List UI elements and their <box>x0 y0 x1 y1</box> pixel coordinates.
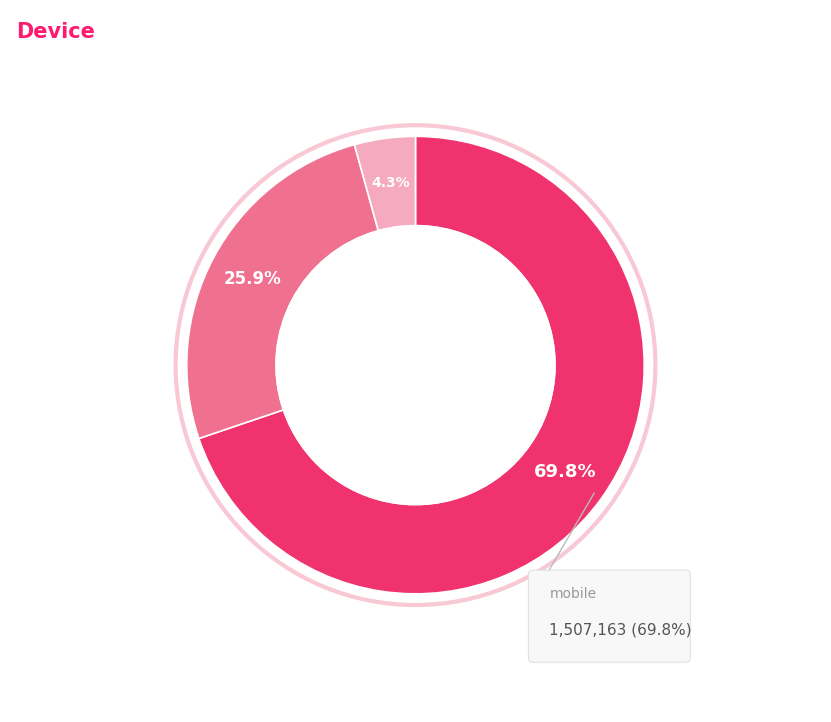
Circle shape <box>179 128 652 602</box>
Wedge shape <box>187 144 378 438</box>
Circle shape <box>276 225 555 505</box>
Text: 4.3%: 4.3% <box>371 175 410 190</box>
Text: 25.9%: 25.9% <box>224 270 282 288</box>
Text: mobile: mobile <box>549 587 597 601</box>
Text: 69.8%: 69.8% <box>534 464 597 482</box>
Text: Device: Device <box>17 22 96 42</box>
Wedge shape <box>355 136 416 231</box>
Wedge shape <box>199 136 644 593</box>
Circle shape <box>175 123 656 606</box>
Text: 1,507,163 (69.8%): 1,507,163 (69.8%) <box>549 622 692 638</box>
FancyBboxPatch shape <box>529 570 691 662</box>
